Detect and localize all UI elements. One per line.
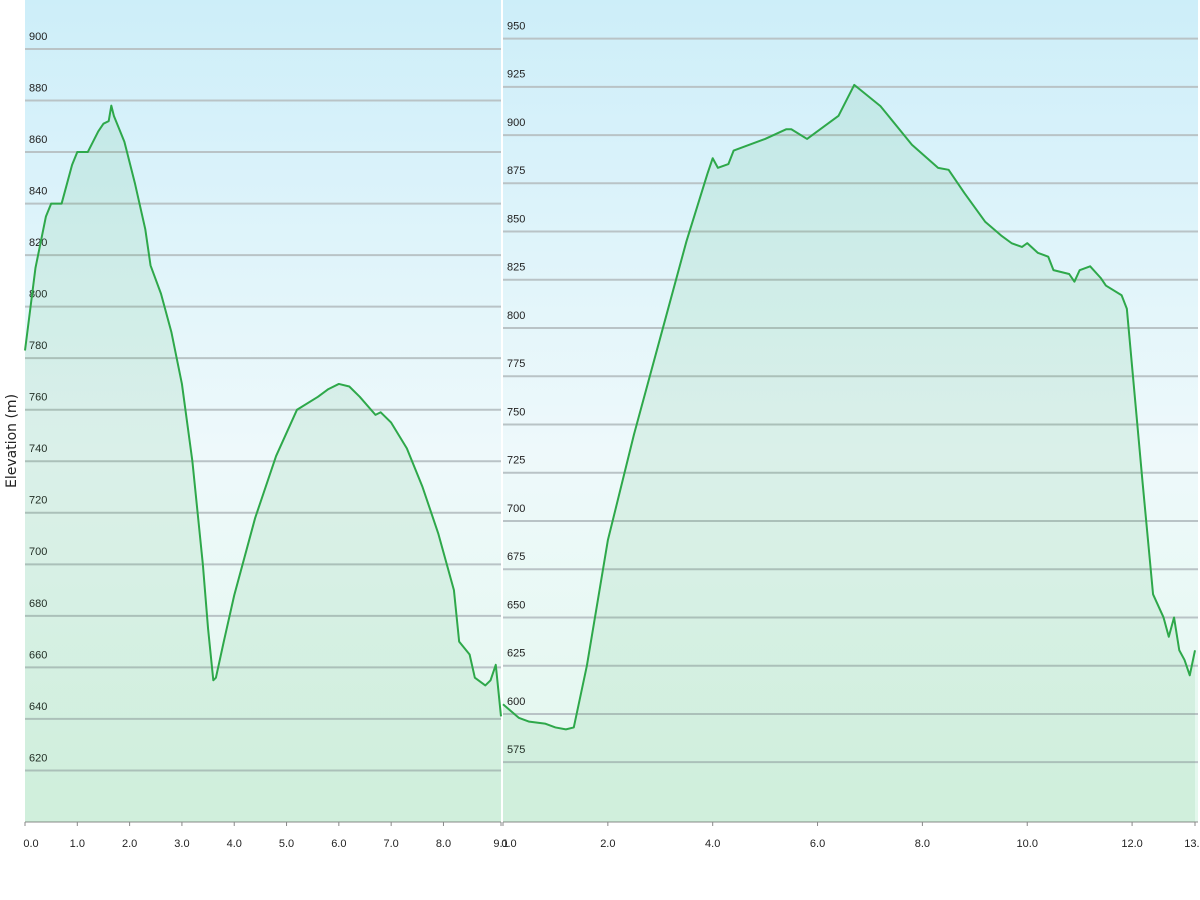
x-tick-label: 12.0 [1121,838,1142,850]
y-tick-label: 780 [29,340,47,352]
y-axis-label: Elevation (m) [4,394,20,488]
x-tick-label: 2.0 [600,838,615,850]
area-fill [503,84,1195,822]
x-tick-label: 2.0 [122,838,137,850]
x-tick-label: 8.0 [436,838,451,850]
x-tick-label: 4.0 [227,838,242,850]
y-tick-label: 925 [507,69,525,81]
y-tick-label: 860 [29,134,47,146]
y-tick-label: 675 [507,551,525,563]
y-tick-label: 660 [29,649,47,661]
y-tick-label: 800 [507,310,525,322]
x-tick-label: 6.0 [810,838,825,850]
y-tick-label: 700 [507,503,525,515]
y-tick-label: 650 [507,599,525,611]
x-tick-label: 0.0 [501,838,516,850]
x-tick-label: 6.0 [331,838,346,850]
y-tick-label: 840 [29,185,47,197]
y-tick-label: 625 [507,648,525,660]
elevation-line [24,104,502,717]
x-tick-label: 10.0 [1017,838,1038,850]
y-tick-label: 825 [507,262,525,274]
y-tick-label: 900 [507,117,525,129]
x-tick-label: 3.0 [174,838,189,850]
x-tick-label: 4.0 [705,838,720,850]
y-tick-label: 750 [507,406,525,418]
x-tick-label: 9.1 [493,838,508,850]
y-tick-label: 700 [29,546,47,558]
x-tick-label: 13.2 [1184,838,1200,850]
x-tick-label: 7.0 [384,838,399,850]
y-tick-label: 680 [29,598,47,610]
x-tick-label: 1.0 [70,838,85,850]
y-tick-label: 620 [29,752,47,764]
y-tick-label: 725 [507,455,525,467]
y-tick-label: 900 [29,31,47,43]
x-tick-label: 8.0 [915,838,930,850]
x-tick-label: 0.0 [23,838,38,850]
y-tick-label: 950 [507,20,525,32]
y-tick-label: 760 [29,392,47,404]
x-tick-label: 5.0 [279,838,294,850]
y-tick-label: 875 [507,165,525,177]
y-tick-label: 575 [507,744,525,756]
elevation-line [502,83,1196,731]
y-tick-label: 640 [29,701,47,713]
y-tick-label: 820 [29,237,47,249]
plot-background [503,0,1198,822]
y-tick-label: 850 [507,213,525,225]
y-tick-label: 600 [507,696,525,708]
y-tick-label: 880 [29,82,47,94]
y-tick-label: 720 [29,495,47,507]
y-tick-label: 775 [507,358,525,370]
y-tick-label: 800 [29,289,47,301]
plot-background [25,0,501,822]
area-fill [25,105,501,822]
y-tick-label: 740 [29,443,47,455]
